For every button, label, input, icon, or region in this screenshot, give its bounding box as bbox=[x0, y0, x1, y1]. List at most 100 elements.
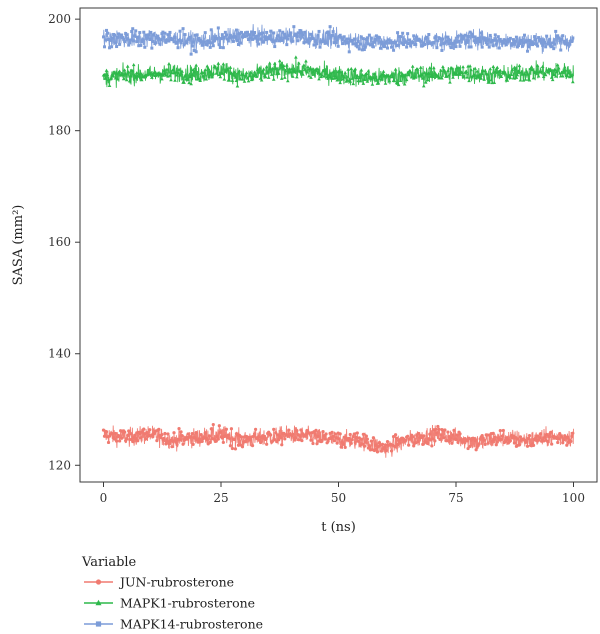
data-point bbox=[330, 33, 334, 37]
data-point bbox=[398, 78, 403, 82]
data-point bbox=[543, 73, 548, 77]
data-point bbox=[449, 436, 453, 440]
data-point bbox=[354, 42, 358, 46]
data-point bbox=[242, 79, 247, 83]
data-point bbox=[194, 50, 198, 54]
data-point bbox=[350, 38, 354, 42]
data-point bbox=[216, 61, 221, 65]
data-point bbox=[452, 428, 456, 432]
data-point bbox=[278, 29, 282, 33]
data-point bbox=[552, 67, 557, 71]
data-point bbox=[487, 80, 492, 84]
data-point bbox=[131, 27, 135, 31]
data-point bbox=[303, 67, 307, 71]
data-point bbox=[252, 32, 256, 36]
data-point bbox=[368, 43, 372, 47]
data-point bbox=[306, 65, 310, 69]
data-point bbox=[158, 42, 162, 46]
data-point bbox=[494, 443, 498, 447]
data-point bbox=[399, 35, 403, 39]
data-point bbox=[272, 31, 276, 35]
data-point bbox=[430, 444, 434, 448]
data-point bbox=[105, 28, 109, 32]
data-point bbox=[356, 40, 360, 44]
data-point bbox=[467, 78, 471, 83]
data-point bbox=[313, 432, 317, 436]
data-point bbox=[334, 41, 338, 45]
data-point bbox=[404, 77, 409, 82]
data-point bbox=[542, 38, 546, 42]
data-point bbox=[213, 65, 218, 69]
data-point bbox=[370, 82, 375, 86]
data-point bbox=[510, 42, 514, 46]
data-point bbox=[495, 65, 500, 69]
data-point bbox=[543, 435, 547, 439]
data-point bbox=[300, 31, 304, 35]
data-point bbox=[412, 34, 416, 38]
data-point bbox=[285, 43, 289, 47]
data-point bbox=[154, 41, 158, 45]
data-point bbox=[525, 72, 530, 76]
data-point bbox=[181, 442, 185, 446]
data-point bbox=[151, 72, 155, 76]
data-point bbox=[503, 439, 507, 443]
data-point bbox=[516, 69, 521, 73]
data-point bbox=[183, 73, 187, 77]
data-point bbox=[436, 424, 440, 429]
data-point bbox=[554, 69, 559, 73]
data-point bbox=[492, 80, 497, 85]
data-point bbox=[303, 30, 307, 34]
data-point bbox=[513, 39, 517, 43]
data-point bbox=[445, 74, 449, 78]
data-point bbox=[520, 44, 524, 48]
data-point bbox=[125, 64, 130, 68]
data-point bbox=[298, 434, 302, 438]
data-point bbox=[148, 428, 152, 432]
data-point bbox=[530, 67, 535, 72]
legend-item-mapk1-rubrosterone: MAPK1-rubrosterone bbox=[84, 596, 255, 611]
data-point bbox=[528, 39, 532, 43]
data-point bbox=[119, 35, 123, 39]
data-point bbox=[488, 33, 492, 37]
data-point bbox=[312, 72, 316, 76]
data-point bbox=[458, 432, 462, 436]
data-point bbox=[407, 443, 411, 447]
data-point bbox=[568, 42, 572, 46]
data-point bbox=[433, 36, 437, 40]
data-point bbox=[247, 73, 252, 78]
data-point bbox=[291, 432, 295, 436]
x-tick-label: 25 bbox=[213, 491, 228, 505]
data-point bbox=[366, 69, 371, 73]
data-point bbox=[375, 450, 380, 454]
data-point bbox=[448, 80, 452, 84]
data-point bbox=[435, 46, 439, 50]
data-point bbox=[195, 33, 199, 37]
data-point bbox=[205, 43, 209, 47]
data-point bbox=[537, 436, 542, 440]
data-point bbox=[241, 72, 246, 77]
data-point bbox=[245, 76, 250, 80]
data-point bbox=[136, 35, 140, 39]
data-point bbox=[326, 439, 330, 443]
data-point bbox=[301, 33, 305, 37]
data-point bbox=[455, 433, 459, 437]
data-point bbox=[561, 441, 565, 445]
data-point bbox=[489, 78, 494, 82]
data-point bbox=[144, 437, 148, 441]
series-layer bbox=[101, 24, 575, 458]
data-point bbox=[209, 427, 213, 431]
data-point bbox=[113, 431, 118, 436]
data-point bbox=[145, 430, 149, 435]
data-point bbox=[335, 78, 339, 82]
data-point bbox=[343, 445, 347, 449]
y-axis-title: SASA (mm²) bbox=[11, 205, 26, 286]
data-point bbox=[515, 437, 520, 441]
data-point bbox=[475, 69, 479, 73]
data-point bbox=[379, 449, 384, 453]
data-point bbox=[396, 82, 401, 87]
data-point bbox=[343, 71, 348, 75]
data-point bbox=[422, 41, 426, 45]
data-point bbox=[141, 38, 145, 42]
data-point bbox=[257, 42, 261, 46]
data-point bbox=[374, 78, 379, 82]
